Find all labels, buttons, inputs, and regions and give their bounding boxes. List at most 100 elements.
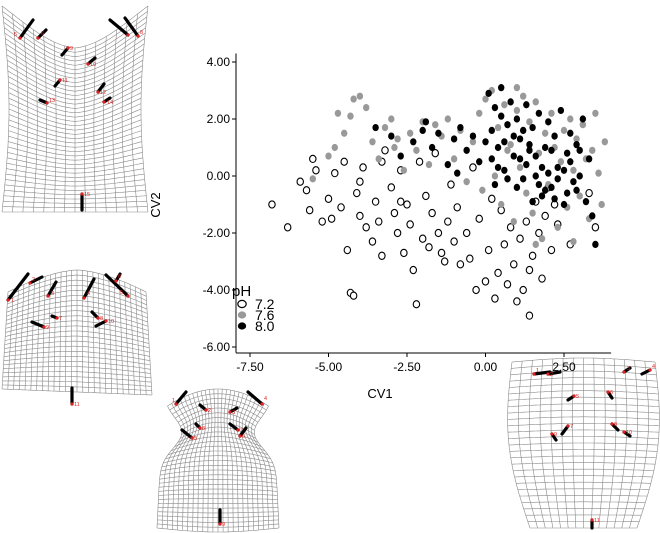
point-ph-7-6 (369, 138, 376, 146)
point-ph-7-6 (331, 143, 338, 152)
landmark-dot (566, 424, 570, 428)
point-ph-7-6 (519, 92, 527, 100)
point-ph-8-0 (538, 163, 546, 172)
point-ph-7-2 (541, 211, 549, 221)
point-ph-7-2 (437, 248, 446, 258)
point-ph-7-2 (378, 251, 386, 260)
point-ph-7-6 (381, 123, 389, 132)
point-ph-8-0 (513, 115, 521, 123)
point-ph-8-0 (494, 163, 502, 172)
landmark-label: 4 (87, 291, 90, 297)
point-ph-8-0 (419, 126, 426, 134)
point-ph-7-2 (494, 268, 502, 278)
point-ph-7-6 (532, 98, 539, 106)
point-ph-7-2 (525, 265, 534, 275)
point-ph-7-2 (318, 217, 326, 226)
point-ph-7-2 (309, 154, 317, 164)
point-ph-8-0 (488, 126, 495, 134)
point-ph-7-2 (510, 260, 518, 269)
point-ph-8-0 (523, 101, 530, 109)
point-ph-7-2 (547, 245, 556, 255)
landmark-label: 15 (84, 192, 90, 198)
point-ph-8-0 (397, 152, 404, 160)
landmark-vector (46, 280, 58, 298)
landmark-label: 10 (108, 319, 114, 325)
point-ph-7-6 (513, 84, 521, 92)
landmark-label: 4 (264, 396, 267, 402)
point-ph-7-2 (368, 237, 377, 246)
landmark-dot (198, 426, 202, 430)
landmark-label: 11 (594, 518, 600, 524)
x-axis-label: CV1 (367, 386, 392, 401)
landmark-vector (104, 273, 130, 298)
landmark-dot (126, 33, 130, 37)
point-ph-7-6 (589, 146, 596, 154)
point-ph-7-6 (432, 121, 439, 129)
point-ph-8-0 (538, 192, 546, 200)
point-ph-7-6 (350, 95, 357, 103)
landmark-label: 9 (554, 432, 557, 438)
landmark-vector (94, 319, 108, 328)
landmark-dot (28, 281, 32, 285)
point-ph-7-6 (356, 92, 364, 100)
landmark-label: 5 (120, 290, 123, 296)
landmark-label: 9 (222, 522, 225, 528)
landmark-dot (218, 522, 222, 526)
landmark-vector (96, 82, 106, 94)
point-ph-8-0 (523, 161, 530, 169)
point-ph-8-0 (573, 141, 580, 149)
point-ph-7-2 (469, 163, 477, 172)
landmark-dot (66, 46, 70, 50)
point-ph-7-2 (327, 214, 336, 223)
point-ph-7-2 (396, 197, 405, 206)
scatter-plot: 4.00 2.00 0.00 -2.00 -4.00 -6.00 -7.50 -5.00 -2.… (148, 53, 612, 401)
point-ph-8-0 (576, 146, 583, 154)
point-ph-7-2 (331, 168, 339, 178)
landmark-vector (228, 422, 240, 432)
point-ph-7-6 (391, 143, 398, 152)
legend-marker (237, 299, 247, 309)
point-ph-8-0 (535, 109, 543, 117)
landmark-label: 11 (74, 402, 80, 408)
point-ph-7-2 (400, 248, 408, 258)
point-ph-7-6 (425, 161, 433, 169)
landmark-dot (55, 316, 59, 320)
point-ph-7-2 (356, 177, 364, 186)
landmark-dot (550, 432, 554, 436)
point-ph-7-2 (296, 177, 304, 186)
point-ph-7-2 (453, 203, 461, 212)
point-ph-7-2 (362, 223, 370, 232)
landmark-dot (136, 34, 140, 38)
point-ph-8-0 (535, 180, 543, 189)
point-ph-7-2 (491, 294, 499, 303)
point-ph-7-2 (371, 197, 380, 206)
y-axis-label: CV2 (148, 192, 163, 217)
point-ph-8-0 (463, 146, 470, 154)
point-ph-7-2 (412, 300, 421, 309)
landmark-label: 2 (208, 408, 211, 414)
point-ph-7-2 (513, 297, 521, 306)
point-ph-7-6 (476, 109, 483, 117)
point-ph-8-0 (563, 149, 571, 157)
point-ph-8-0 (428, 143, 436, 152)
point-ph-8-0 (422, 118, 430, 126)
landmark-label: 10 (626, 430, 632, 436)
point-ph-7-2 (390, 208, 399, 218)
point-ph-8-0 (582, 198, 590, 206)
point-ph-7-6 (498, 200, 505, 209)
point-ph-8-0 (529, 123, 536, 132)
point-ph-7-6 (592, 109, 599, 117)
landmark-vector (246, 390, 264, 406)
y-tick-label: 2.00 (207, 112, 231, 126)
point-ph-7-2 (305, 206, 314, 215)
point-ph-7-2 (403, 200, 411, 209)
legend-entries: 7.27.68.0 (237, 296, 275, 334)
point-ph-8-0 (498, 84, 505, 92)
point-ph-7-2 (340, 157, 348, 166)
point-ph-8-0 (570, 178, 577, 186)
x-tick-label: -2.50 (393, 360, 421, 374)
point-ph-7-6 (394, 135, 401, 143)
landmark-label: 13 (49, 98, 55, 104)
landmark-dot (622, 430, 626, 434)
point-ph-7-6 (309, 175, 316, 183)
